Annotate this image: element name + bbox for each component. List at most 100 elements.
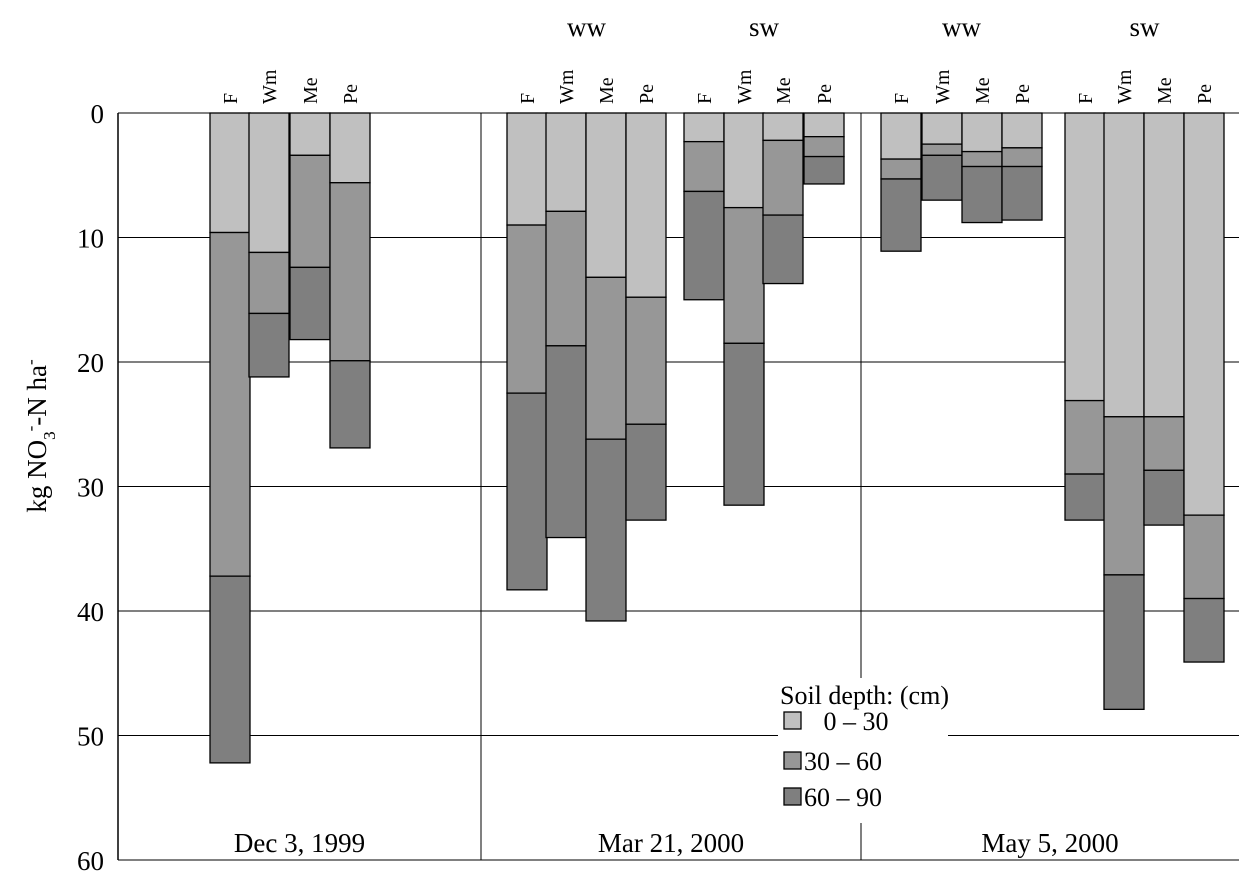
date-labels: Dec 3, 1999 Mar 21, 2000 May 5, 2000 bbox=[234, 828, 1119, 858]
bar-segment bbox=[921, 143, 963, 156]
bar-segment bbox=[289, 154, 331, 269]
bar-segment bbox=[209, 231, 251, 577]
bar-segment bbox=[248, 112, 290, 254]
date-label: May 5, 2000 bbox=[981, 828, 1118, 858]
bar-label: F bbox=[1075, 93, 1097, 104]
legend-label: 30 – 60 bbox=[804, 747, 882, 776]
group-label: ww bbox=[942, 12, 981, 42]
bar-label: F bbox=[220, 93, 242, 104]
bar-segment bbox=[506, 112, 548, 226]
bar-segment bbox=[683, 112, 725, 143]
bar-segment bbox=[289, 112, 331, 156]
bar-segment bbox=[1064, 112, 1106, 402]
legend-label: 0 – 30 bbox=[804, 707, 889, 736]
bar-segment bbox=[961, 150, 1003, 168]
y-axis-title: kg NO3--N ha- bbox=[21, 359, 59, 513]
bar-label: Me bbox=[773, 77, 795, 104]
y-tick-label: 10 bbox=[77, 224, 104, 254]
group-label: sw bbox=[749, 12, 780, 42]
bar-segment bbox=[961, 165, 1003, 224]
bar-segment bbox=[921, 154, 963, 201]
bar-segment bbox=[723, 342, 765, 506]
bar-segment bbox=[289, 266, 331, 341]
bar-label: F bbox=[891, 93, 913, 104]
bar-segment bbox=[545, 210, 587, 347]
bar-segment bbox=[683, 190, 725, 301]
bar-labels: F Wm Me Pe ww F Wm Me Pe sw F Wm Me Pe ww F Wm Me Pe sw F Wm M… bbox=[220, 12, 1216, 104]
bar-segment bbox=[1103, 574, 1145, 711]
bar-segment bbox=[803, 112, 845, 138]
legend-swatch bbox=[783, 711, 802, 730]
legend-swatch bbox=[783, 787, 802, 806]
bar-segment bbox=[1001, 112, 1043, 149]
legend: Soil depth: (cm) 0 – 30 30 – 60 60 – 90 bbox=[778, 678, 949, 823]
bar-label: F bbox=[694, 93, 716, 104]
legend-swatch bbox=[783, 751, 802, 770]
bar-segment bbox=[1064, 473, 1106, 521]
bar-label: Me bbox=[596, 77, 618, 104]
y-tick-label: 30 bbox=[77, 473, 104, 503]
legend-title: Soil depth: (cm) bbox=[780, 681, 949, 710]
bar-segment bbox=[880, 112, 922, 160]
bar-segment bbox=[762, 214, 804, 285]
bar-segment bbox=[762, 112, 804, 142]
bar-label: Me bbox=[300, 77, 322, 104]
bar-segment bbox=[1143, 416, 1185, 471]
bar-segment bbox=[248, 312, 290, 378]
bar-segment bbox=[585, 438, 627, 622]
date-label: Mar 21, 2000 bbox=[598, 828, 744, 858]
bar-label: Pe bbox=[340, 84, 362, 104]
bar-segment bbox=[803, 155, 845, 185]
bar-segment bbox=[545, 112, 587, 213]
bar-segment bbox=[625, 296, 667, 425]
bar-segment bbox=[880, 178, 922, 252]
bar-label: Wm bbox=[259, 69, 281, 104]
legend-background bbox=[778, 678, 948, 823]
bar-segment bbox=[625, 112, 667, 298]
y-axis: 0 10 20 30 40 50 60 bbox=[77, 99, 119, 873]
bar-segment bbox=[329, 182, 371, 362]
y-tick-label: 50 bbox=[77, 722, 104, 752]
bar-label: Me bbox=[1154, 77, 1176, 104]
bar-segment bbox=[723, 206, 765, 344]
bar-label: Pe bbox=[814, 84, 836, 104]
date-label: Dec 3, 1999 bbox=[234, 828, 365, 858]
bar-label: Pe bbox=[1012, 84, 1034, 104]
bar-label: Wm bbox=[1114, 69, 1136, 104]
bar-segment bbox=[209, 575, 251, 764]
bar-segment bbox=[1001, 165, 1043, 221]
bar-segment bbox=[921, 112, 963, 145]
bar-segment bbox=[1001, 147, 1043, 168]
bar-segment bbox=[961, 112, 1003, 153]
bar-segment bbox=[880, 158, 922, 180]
bar-label: Pe bbox=[1194, 84, 1216, 104]
bar-segment bbox=[683, 140, 725, 193]
bar-segment bbox=[1143, 112, 1185, 418]
bar-segment bbox=[209, 112, 251, 234]
bar-segment bbox=[1183, 514, 1225, 600]
bar-segment bbox=[803, 136, 845, 158]
bar-segment bbox=[585, 276, 627, 440]
bar-segment bbox=[1103, 112, 1145, 418]
bar-segment bbox=[762, 139, 804, 216]
bar-segment bbox=[506, 392, 548, 591]
bar-segment bbox=[329, 112, 371, 184]
bar-segment bbox=[1103, 416, 1145, 576]
bar-label: Pe bbox=[636, 84, 658, 104]
group-label: ww bbox=[567, 12, 606, 42]
bar-label: Me bbox=[972, 77, 994, 104]
y-tick-label: 0 bbox=[91, 99, 105, 129]
bar-segment bbox=[329, 360, 371, 449]
bar-segment bbox=[506, 224, 548, 394]
y-tick-label: 60 bbox=[77, 846, 104, 873]
bar-label: Wm bbox=[932, 69, 954, 104]
bar-label: Wm bbox=[734, 69, 756, 104]
bar-segment bbox=[1183, 112, 1225, 516]
y-tick-label: 20 bbox=[77, 348, 104, 378]
bar-segment bbox=[1143, 469, 1185, 526]
bars bbox=[209, 112, 1225, 764]
bar-segment bbox=[1183, 597, 1225, 663]
bar-segment bbox=[723, 112, 765, 209]
bar-segment bbox=[585, 112, 627, 278]
